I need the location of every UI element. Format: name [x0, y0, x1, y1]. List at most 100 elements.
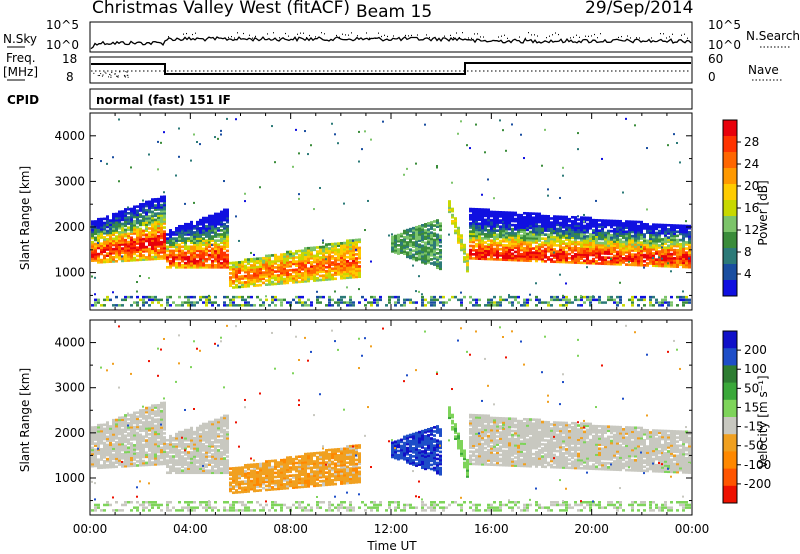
- power-cell: [487, 304, 490, 307]
- power-cell: [217, 249, 220, 253]
- power-cell: [679, 259, 682, 262]
- power-cell: [517, 258, 520, 262]
- power-cell: [223, 253, 226, 257]
- power-cell: [538, 226, 541, 230]
- velocity-cell: [103, 462, 106, 465]
- power-cell: [457, 228, 460, 232]
- power-cell: [142, 295, 145, 299]
- power-cell: [193, 263, 196, 267]
- power-cell: [220, 247, 223, 251]
- power-cell: [496, 233, 499, 237]
- power-cell: [568, 230, 571, 233]
- power-cell: [250, 274, 253, 278]
- power-cell: [112, 233, 115, 237]
- velocity-cell: [124, 450, 127, 454]
- velocity-cell: [160, 423, 162, 426]
- velocity-cell: [175, 432, 178, 436]
- power-cell: [268, 266, 271, 270]
- power-cell: [475, 224, 478, 228]
- power-cell: [193, 245, 196, 249]
- power-cell: [526, 251, 529, 254]
- power-cell: [139, 252, 142, 255]
- velocity-cell: [133, 415, 136, 419]
- power-cell: [184, 241, 187, 245]
- power-cell: [544, 225, 547, 228]
- power-cell: [220, 265, 223, 269]
- velocity-cell: [127, 442, 130, 445]
- power-cell: [628, 226, 631, 230]
- power-cell: [211, 235, 214, 238]
- power-cell: [328, 269, 331, 273]
- power-cell: [106, 295, 109, 299]
- power-cell: [628, 244, 631, 248]
- freq-tick-top: 18: [62, 52, 77, 66]
- velocity-cell: [160, 434, 163, 437]
- power-cell: [298, 259, 301, 263]
- power-cell: [403, 173, 405, 176]
- power-cell: [175, 227, 178, 230]
- power-cell: [403, 229, 406, 233]
- power-cell: [505, 254, 508, 257]
- power-cell: [187, 227, 190, 230]
- velocity-cell: [106, 429, 109, 433]
- power-cell: [541, 220, 544, 224]
- power-cell: [601, 241, 604, 245]
- power-cell: [133, 242, 136, 246]
- power-cell: [649, 231, 652, 235]
- power-cell: [550, 239, 553, 243]
- nsearch-dot: [570, 37, 571, 39]
- velocity-cell: [133, 413, 136, 417]
- velocity-cell: [112, 449, 115, 452]
- power-cell: [265, 279, 268, 282]
- power-cell: [199, 243, 202, 247]
- power-cell: [94, 246, 97, 250]
- power-cell: [532, 216, 535, 220]
- power-cell: [397, 295, 400, 299]
- power-cell: [652, 254, 655, 257]
- power-cell: [334, 271, 337, 274]
- power-cell: [559, 225, 562, 229]
- power-cell: [583, 249, 586, 252]
- power-cell: [115, 253, 118, 257]
- velocity-cell: [97, 423, 100, 427]
- power-cell: [319, 301, 322, 304]
- power-cell: [400, 232, 403, 236]
- velocity-cell: [142, 423, 145, 426]
- velocity-cell: [142, 461, 145, 465]
- power-cell: [181, 227, 184, 230]
- velocity-cell: [157, 374, 159, 377]
- power-cell: [391, 247, 394, 251]
- velocity-cell: [166, 506, 169, 509]
- velocity-cell: [172, 506, 175, 509]
- velocity-cell: [118, 422, 121, 426]
- power-cell: [220, 241, 223, 245]
- power-cell: [628, 253, 631, 256]
- power-cell: [637, 255, 640, 259]
- power-cell: [109, 252, 112, 255]
- power-cell: [532, 241, 535, 244]
- velocity-cell: [121, 428, 124, 432]
- power-cell: [685, 251, 688, 254]
- power-cell: [163, 232, 166, 236]
- power-cell: [103, 250, 106, 254]
- power-cell: [97, 234, 100, 237]
- velocity-cell: [145, 414, 148, 418]
- power-cell: [484, 251, 487, 255]
- power-cell: [421, 244, 424, 248]
- velocity-cell: [106, 421, 109, 424]
- colorbar-tick-label: 8: [744, 245, 752, 259]
- power-cell: [187, 247, 190, 251]
- velocity-cell: [133, 437, 136, 441]
- power-cell: [163, 230, 166, 233]
- velocity-cell: [94, 460, 97, 464]
- power-cell: [214, 249, 217, 253]
- power-cell: [346, 247, 349, 251]
- power-cell: [595, 298, 598, 302]
- power-cell: [136, 227, 139, 231]
- velocity-cell: [124, 448, 127, 452]
- velocity-cell: [127, 462, 130, 466]
- power-cell: [589, 251, 592, 255]
- power-cell: [406, 298, 409, 302]
- velocity-cell: [157, 506, 160, 509]
- power-cell: [628, 224, 631, 228]
